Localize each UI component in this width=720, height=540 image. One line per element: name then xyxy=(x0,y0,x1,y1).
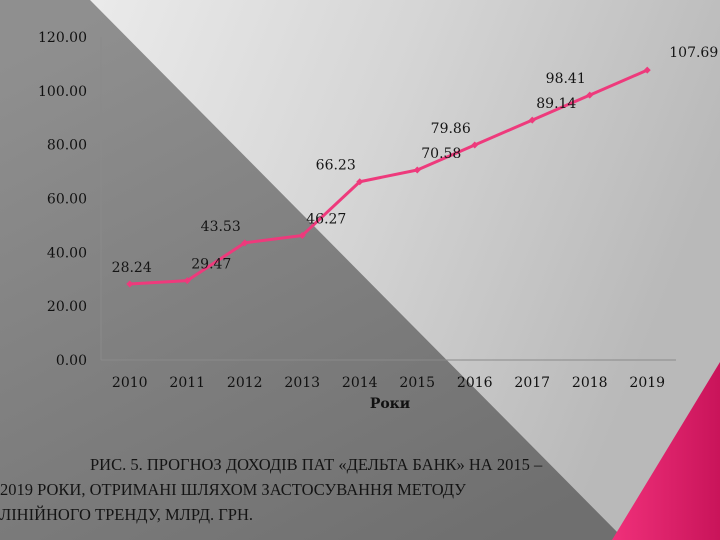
series-path xyxy=(129,68,648,286)
x-tick-label: 2013 xyxy=(284,375,320,391)
y-tick-label: 0.00 xyxy=(56,353,87,369)
y-axis: 0.00 20.00 40.00 60.00 80.00 100.00 120.00 xyxy=(38,30,102,369)
y-tick-label: 60.00 xyxy=(47,192,87,208)
data-label: 43.53 xyxy=(201,219,241,235)
data-point-marker xyxy=(183,277,191,285)
data-label: 46.27 xyxy=(306,211,346,227)
data-point-marker xyxy=(643,66,651,74)
data-point-marker xyxy=(586,91,594,99)
data-label: 66.23 xyxy=(316,158,356,174)
data-label: 107.69 xyxy=(669,45,718,61)
figure-caption: РИС. 5. ПРОГНОЗ ДОХОДІВ ПАТ «ДЕЛЬТА БАНК… xyxy=(0,452,690,527)
x-tick-label: 2017 xyxy=(514,375,550,391)
data-point-marker xyxy=(471,141,479,149)
x-tick-label: 2011 xyxy=(169,375,205,391)
y-tick-label: 120.00 xyxy=(38,30,87,46)
x-tick-label: 2012 xyxy=(227,375,263,391)
caption-line-1: РИС. 5. ПРОГНОЗ ДОХОДІВ ПАТ «ДЕЛЬТА БАНК… xyxy=(90,455,543,474)
y-tick-label: 80.00 xyxy=(47,138,87,154)
accent-triangle xyxy=(612,362,720,540)
x-tick-label: 2019 xyxy=(629,375,665,391)
data-point-marker xyxy=(528,116,536,124)
x-tick-label: 2010 xyxy=(112,375,148,391)
data-point-marker xyxy=(126,280,134,288)
data-point-marker xyxy=(241,239,249,247)
x-axis: 2010 2011 2012 2013 2014 2015 2016 2017 2018 2019 xyxy=(101,359,676,391)
x-tick-label: 2014 xyxy=(342,375,378,391)
data-label: 29.47 xyxy=(191,257,231,273)
series-line xyxy=(126,66,651,288)
x-tick-label: 2016 xyxy=(457,375,493,391)
diagonal-shade xyxy=(0,0,625,540)
data-labels: 28.24 29.47 43.53 46.27 66.23 70.58 79.86 89.14… xyxy=(112,45,719,276)
caption-line-3: ЛІНІЙНОГО ТРЕНДУ, МЛРД. ГРН. xyxy=(0,505,254,524)
data-label: 28.24 xyxy=(112,260,152,276)
x-tick-label: 2018 xyxy=(572,375,608,391)
data-label: 89.14 xyxy=(536,96,576,112)
y-tick-label: 20.00 xyxy=(47,299,87,315)
caption-line-2: 2019 РОКИ, ОТРИМАНІ ШЛЯХОМ ЗАСТОСУВАННЯ … xyxy=(0,480,466,499)
data-point-marker xyxy=(298,231,306,239)
data-point-marker xyxy=(413,166,421,174)
data-label: 79.86 xyxy=(431,121,471,137)
x-axis-title: Роки xyxy=(370,396,410,412)
data-label: 70.58 xyxy=(421,146,461,162)
data-point-marker xyxy=(356,178,364,186)
y-tick-label: 40.00 xyxy=(47,245,87,261)
line-chart: 0.00 20.00 40.00 60.00 80.00 100.00 120.00 201… xyxy=(38,30,719,412)
x-tick-label: 2015 xyxy=(399,375,435,391)
data-label: 98.41 xyxy=(546,71,586,87)
y-tick-label: 100.00 xyxy=(38,84,87,100)
